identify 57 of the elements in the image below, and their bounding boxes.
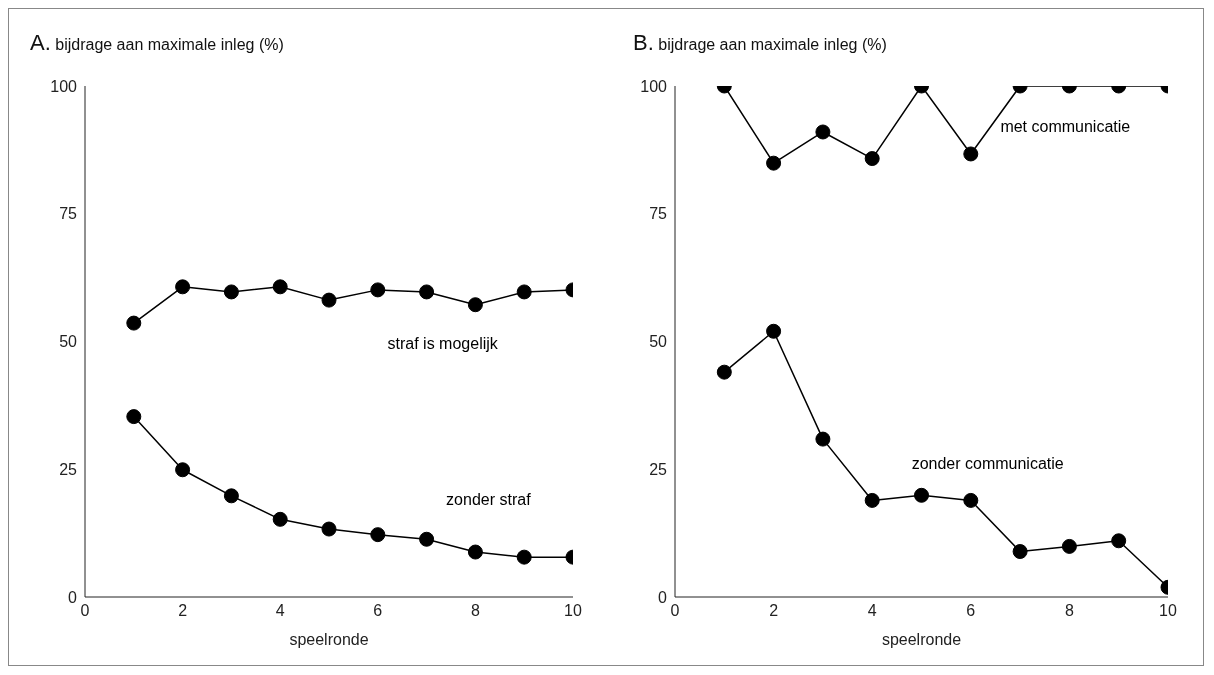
x-tick-label: 0 <box>670 602 680 620</box>
x-tick-label: 2 <box>178 602 188 620</box>
x-tick-label: 8 <box>1064 602 1074 620</box>
x-tick-label: 10 <box>564 602 582 620</box>
series-label: zonder straf <box>446 489 531 510</box>
x-axis-title: speelronde <box>289 631 369 648</box>
x-tick-label: 4 <box>867 602 877 620</box>
point <box>419 284 435 300</box>
point <box>126 315 142 331</box>
series-label: straf is mogelijk <box>387 334 498 355</box>
point <box>516 284 532 300</box>
x-tick-label: 6 <box>966 602 976 620</box>
point <box>1061 538 1077 554</box>
x-tick-label: 10 <box>1159 602 1177 620</box>
point <box>321 521 337 537</box>
point <box>1012 544 1028 560</box>
point <box>223 284 239 300</box>
point <box>370 527 386 543</box>
y-tick-label: 25 <box>59 460 78 478</box>
x-tick-label: 2 <box>769 602 779 620</box>
y-tick-label: 50 <box>649 333 668 351</box>
point <box>1111 533 1127 549</box>
chart-title: A. bijdrage aan maximale inleg (%) <box>30 30 284 56</box>
point <box>815 431 831 447</box>
point <box>419 531 435 547</box>
point <box>321 292 337 308</box>
point <box>467 297 483 313</box>
point <box>864 492 880 508</box>
y-tick-label: 75 <box>649 205 668 223</box>
chart-title: B. bijdrage aan maximale inleg (%) <box>633 30 887 56</box>
point <box>766 323 782 339</box>
y-tick-label: 0 <box>68 588 78 606</box>
x-axis-title: speelronde <box>881 631 962 648</box>
y-tick-label: 100 <box>50 77 78 95</box>
point <box>175 279 191 295</box>
y-tick-label: 0 <box>658 588 668 606</box>
point <box>914 487 929 503</box>
point <box>272 279 288 295</box>
y-tick-label: 100 <box>640 77 668 95</box>
x-tick-label: 0 <box>80 602 90 620</box>
point <box>516 549 532 565</box>
point <box>963 492 979 508</box>
y-tick-label: 75 <box>59 205 78 223</box>
point <box>175 462 191 478</box>
point <box>272 511 288 527</box>
point <box>467 544 483 560</box>
x-tick-label: 6 <box>373 602 383 620</box>
point <box>716 364 732 380</box>
x-tick-label: 8 <box>470 602 480 620</box>
y-tick-label: 25 <box>649 460 668 478</box>
point <box>223 488 239 504</box>
point <box>126 409 142 425</box>
series-label: met communicatie <box>1000 116 1131 137</box>
x-tick-label: 4 <box>275 602 285 620</box>
point <box>370 282 386 298</box>
series-label: zonder communicatie <box>911 454 1064 475</box>
y-tick-label: 50 <box>59 333 78 351</box>
